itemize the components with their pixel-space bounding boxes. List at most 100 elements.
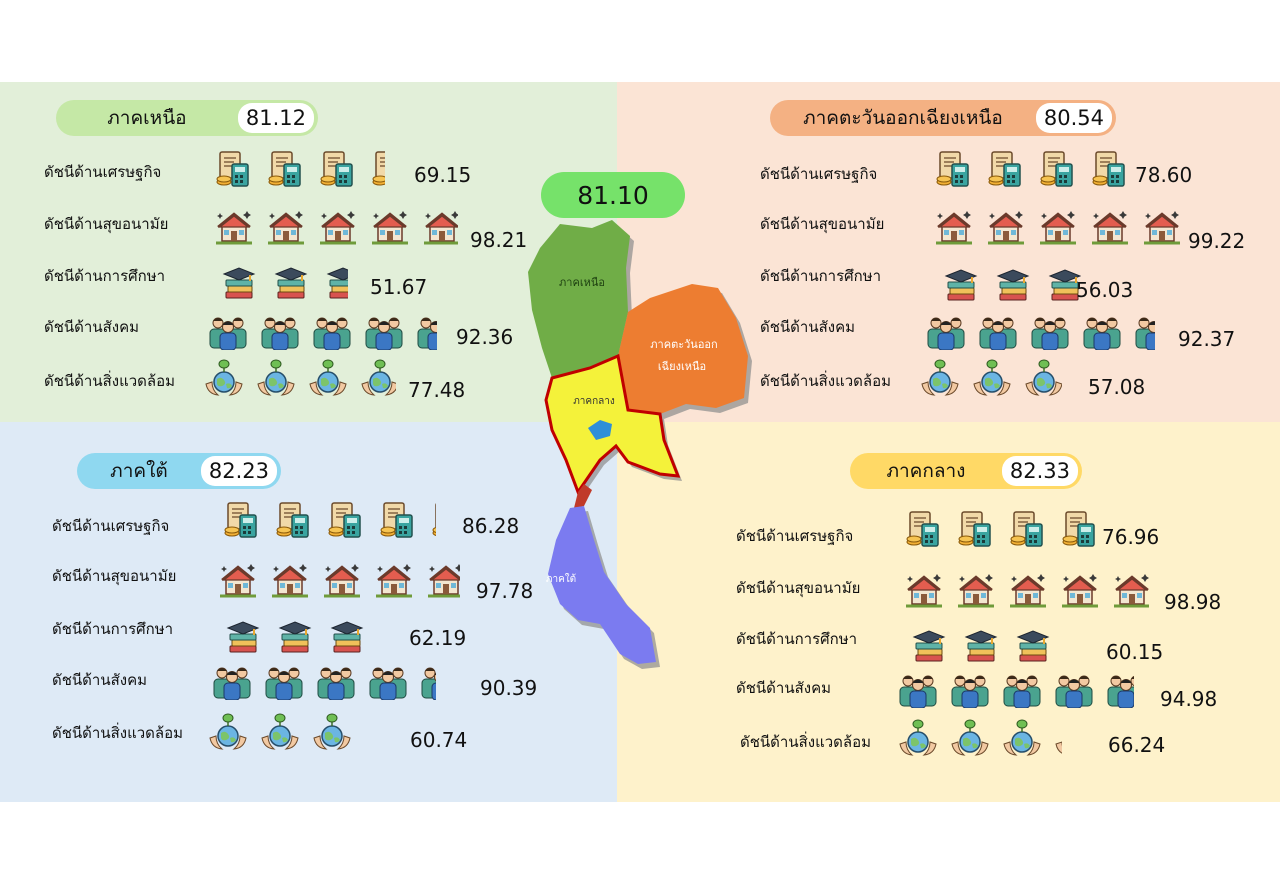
region-title-north: ภาคเหนือ 81.12 <box>56 100 318 136</box>
index-value: 98.21 <box>470 228 528 252</box>
environment-icon <box>1055 741 1062 754</box>
map-region-north <box>528 220 630 378</box>
environment-icon <box>899 719 937 756</box>
icon-row-environment <box>920 358 1062 396</box>
finance-icon <box>268 151 301 187</box>
region-title-northeast: ภาคตะวันออกเฉียงเหนือ 80.54 <box>770 100 1116 136</box>
index-label: ดัชนีด้านเศรษฐกิจ <box>52 517 170 535</box>
icon-row-finance <box>904 510 1095 548</box>
house-icon <box>1114 574 1149 608</box>
icon-row-environment <box>898 718 1062 756</box>
house-icon <box>376 564 412 598</box>
house-icon <box>320 211 356 245</box>
people-icon <box>365 317 403 350</box>
map-label-northeast-2: เฉียงเหนือ <box>658 360 706 373</box>
education-icon <box>278 621 312 653</box>
icon-row-environment <box>204 358 396 396</box>
index-label: ดัชนีด้านการศึกษา <box>44 267 166 285</box>
thailand-region-map: ภาคเหนือ ภาคตะวันออก เฉียงเหนือ ภาคกลาง … <box>528 220 752 669</box>
people-icon <box>317 667 355 700</box>
environment-icon <box>309 359 347 396</box>
education-icon <box>274 267 308 299</box>
region-name: ภาคกลาง <box>886 460 966 482</box>
people-icon <box>1055 675 1093 708</box>
environment-icon <box>209 713 247 750</box>
icon-row-house <box>904 570 1149 608</box>
region-score: 81.12 <box>237 103 314 133</box>
icon-row-people <box>212 662 436 700</box>
environment-icon <box>261 713 299 750</box>
house-icon <box>268 211 304 245</box>
education-icon <box>912 630 946 662</box>
people-icon <box>1003 675 1041 708</box>
map-region-northeast <box>618 284 748 414</box>
finance-icon <box>224 502 257 538</box>
icon-row-education <box>220 264 348 302</box>
education-icon <box>1048 269 1081 301</box>
index-label: ดัชนีด้านสังคม <box>736 679 831 697</box>
people-icon <box>417 317 437 350</box>
index-value: 51.67 <box>370 275 428 299</box>
map-isthmus <box>574 484 592 508</box>
index-label: ดัชนีด้านสุขอนามัย <box>736 579 861 597</box>
region-name: ภาคตะวันออกเฉียงเหนือ <box>803 107 1003 129</box>
icon-row-people <box>208 312 437 350</box>
icon-row-environment <box>208 712 359 750</box>
map-label-northeast-1: ภาคตะวันออก <box>650 338 717 351</box>
environment-icon <box>951 719 989 756</box>
index-value: 62.19 <box>409 626 467 650</box>
index-label: ดัชนีด้านสุขอนามัย <box>44 215 169 233</box>
index-label: ดัชนีด้านสิ่งแวดล้อม <box>740 733 871 751</box>
index-value: 57.08 <box>1088 375 1146 399</box>
index-value: 77.48 <box>408 378 466 402</box>
house-icon <box>372 211 408 245</box>
index-value: 92.36 <box>456 325 514 349</box>
house-icon <box>1144 211 1180 245</box>
house-icon <box>1092 211 1128 245</box>
finance-icon <box>958 511 991 547</box>
finance-icon <box>906 511 939 547</box>
index-value: 66.24 <box>1108 733 1166 757</box>
map-label-north: ภาคเหนือ <box>559 276 605 289</box>
house-icon <box>1040 211 1076 245</box>
environment-icon <box>257 359 295 396</box>
house-icon <box>936 211 972 245</box>
people-icon <box>213 667 251 700</box>
house-icon <box>272 564 308 598</box>
icon-row-finance <box>214 150 385 188</box>
finance-icon <box>432 503 436 536</box>
education-icon <box>226 621 260 653</box>
finance-icon <box>1062 511 1095 547</box>
region-name: ภาคใต้ <box>110 460 168 482</box>
index-value: 76.96 <box>1102 525 1160 549</box>
region-score: 82.33 <box>1001 456 1078 486</box>
index-label: ดัชนีด้านสิ่งแวดล้อม <box>760 372 891 390</box>
people-icon <box>1135 317 1155 350</box>
index-label: ดัชนีด้านสุขอนามัย <box>52 567 177 585</box>
people-icon <box>1083 317 1121 350</box>
environment-icon <box>1025 359 1062 396</box>
index-value: 99.22 <box>1188 229 1246 253</box>
index-value: 69.15 <box>414 163 472 187</box>
finance-icon <box>372 151 385 186</box>
people-icon <box>421 667 436 700</box>
environment-icon <box>313 713 351 750</box>
icon-row-education <box>942 266 1081 304</box>
region-title-south: ภาคใต้ 82.23 <box>77 453 281 489</box>
finance-icon <box>1040 151 1073 187</box>
icon-row-education <box>224 618 378 656</box>
index-label: ดัชนีด้านสังคม <box>760 318 855 336</box>
finance-icon <box>936 151 969 187</box>
index-label: ดัชนีด้านเศรษฐกิจ <box>736 527 854 545</box>
region-score: 80.54 <box>1035 103 1112 133</box>
index-label: ดัชนีด้านสังคม <box>52 671 147 689</box>
index-label: ดัชนีด้านสิ่งแวดล้อม <box>44 372 175 390</box>
index-value: 60.74 <box>410 728 468 752</box>
environment-icon <box>973 359 1011 396</box>
finance-icon <box>1010 511 1043 547</box>
region-panel-north <box>0 82 617 422</box>
house-icon <box>424 211 458 245</box>
finance-icon <box>988 151 1021 187</box>
people-icon <box>979 317 1017 350</box>
map-region-south <box>548 506 656 664</box>
